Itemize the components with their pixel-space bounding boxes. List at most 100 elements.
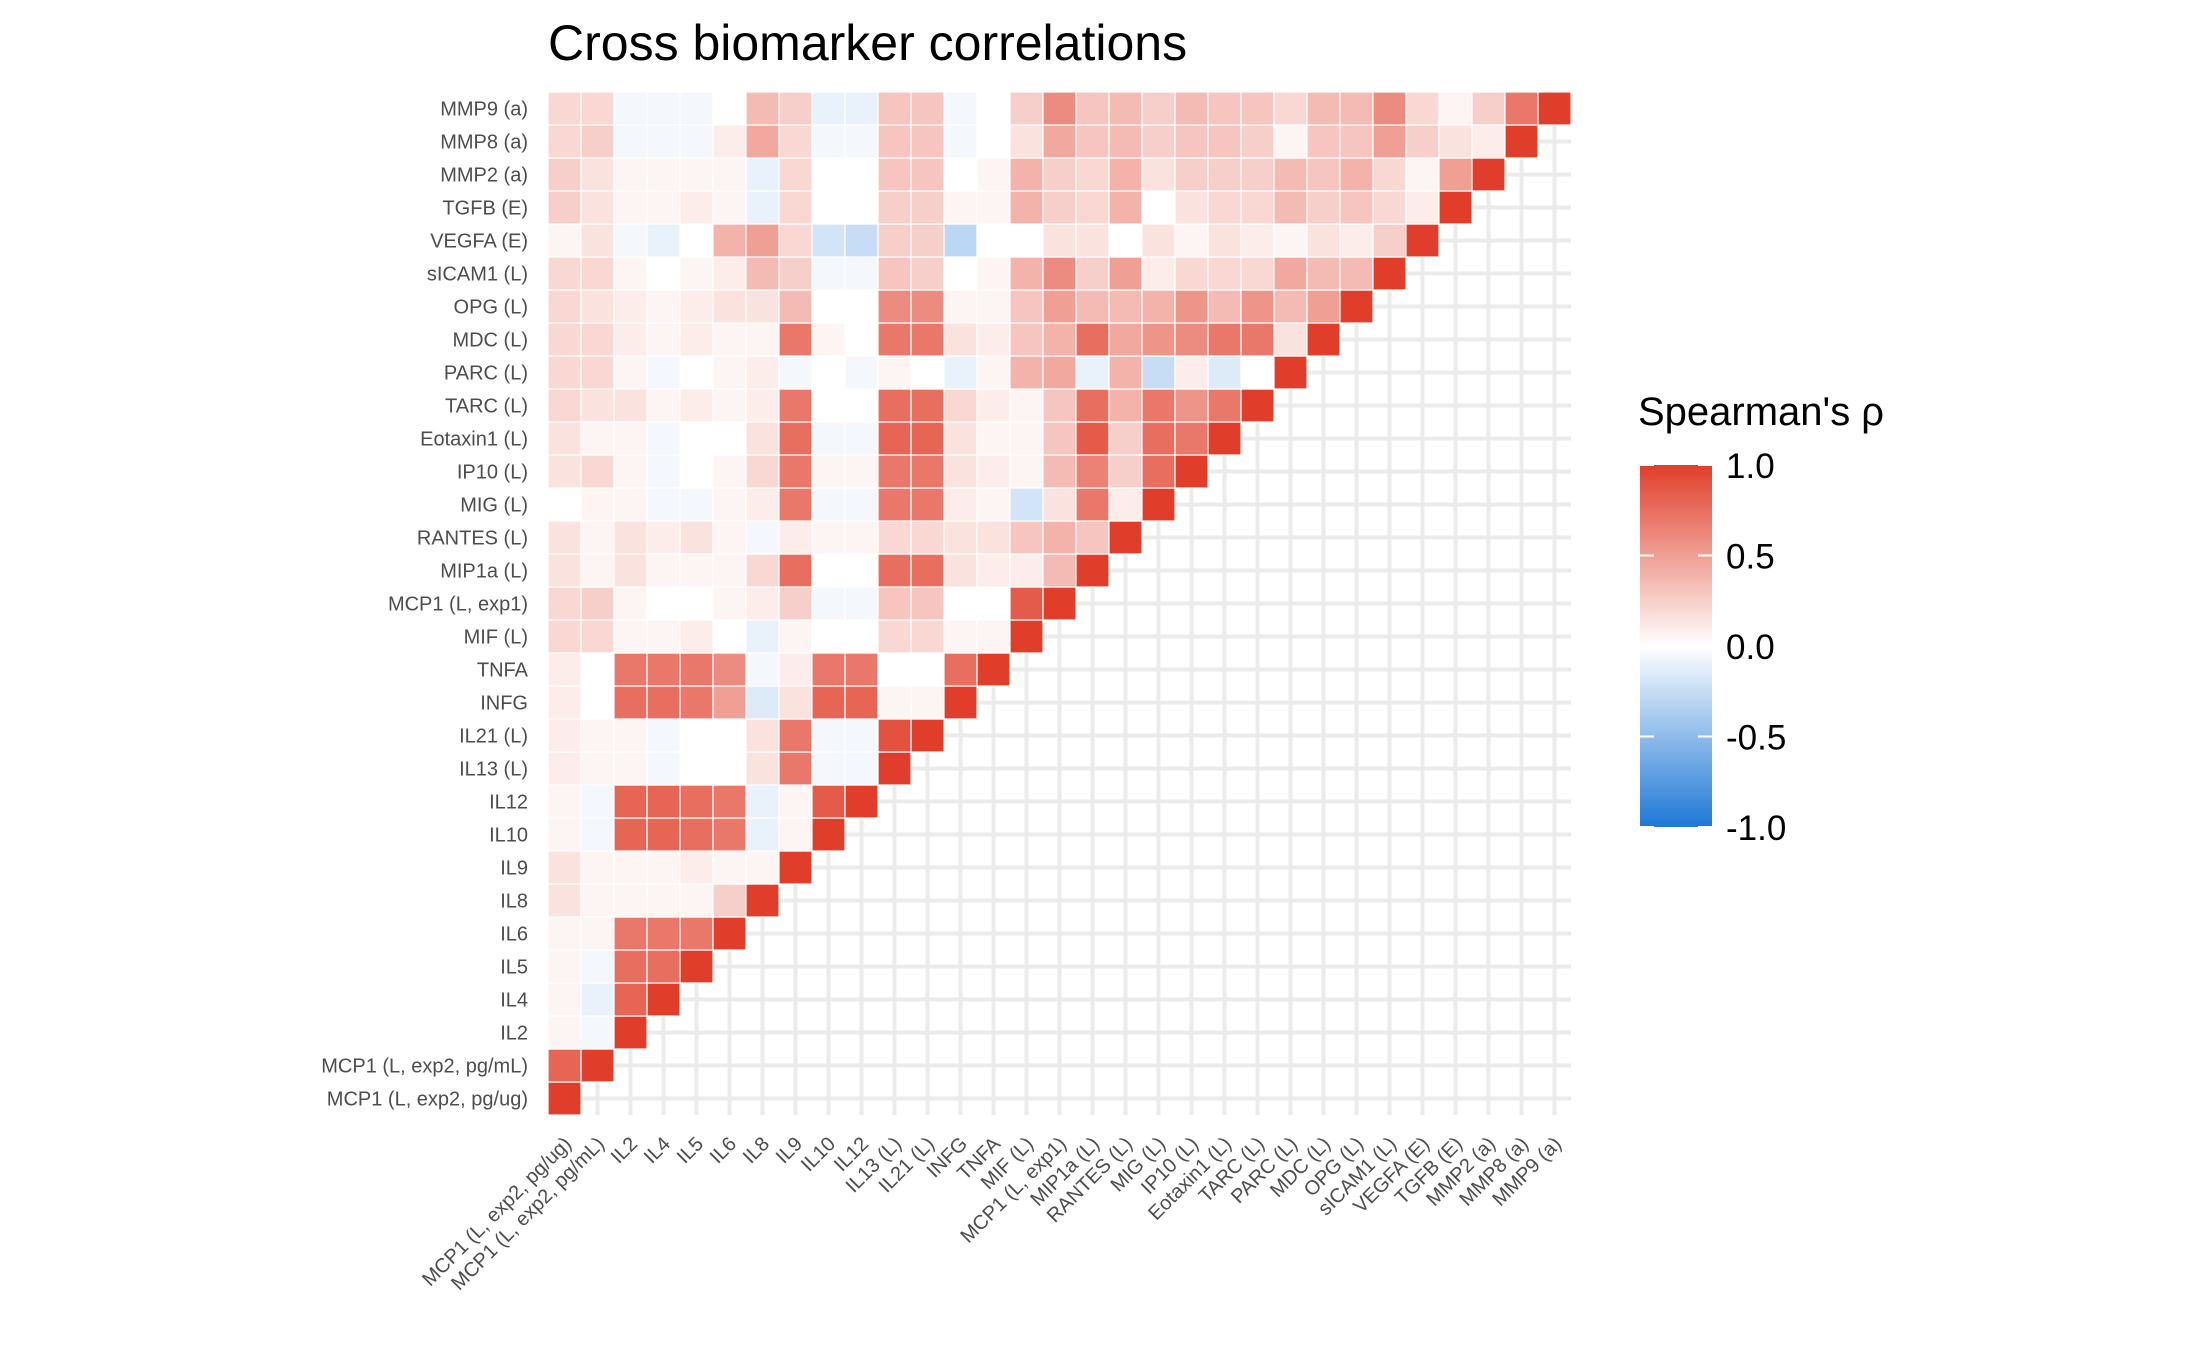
y-tick-label: IP10 (L) — [457, 462, 528, 484]
heatmap-cell — [745, 619, 780, 654]
y-tick-label: IL9 — [500, 858, 528, 880]
heatmap-cell — [844, 520, 879, 555]
heatmap-cell — [1141, 487, 1176, 522]
heatmap-cell — [1339, 91, 1374, 126]
heatmap-cell — [580, 1048, 615, 1083]
heatmap-cell — [1141, 289, 1176, 324]
heatmap-cell — [778, 223, 813, 258]
heatmap-cell — [679, 949, 714, 984]
heatmap-cell — [1240, 91, 1275, 126]
heatmap-cell — [943, 388, 978, 423]
y-tick-label: TNFA — [477, 660, 529, 682]
heatmap-cell — [811, 124, 846, 159]
y-tick-label: MCP1 (L, exp2, pg/mL) — [321, 1056, 528, 1078]
heatmap-cell — [613, 157, 648, 192]
heatmap-cell — [1339, 289, 1374, 324]
heatmap-cell — [679, 124, 714, 159]
heatmap-cell — [844, 553, 879, 588]
heatmap-cell — [1306, 322, 1341, 357]
heatmap-cell — [547, 289, 582, 324]
heatmap-cell — [1174, 190, 1209, 225]
heatmap-cell — [811, 652, 846, 687]
heatmap-cell — [613, 487, 648, 522]
heatmap-cell — [1207, 421, 1242, 456]
y-tick-label: IL10 — [489, 825, 528, 847]
y-tick-labels: MCP1 (L, exp2, pg/ug) MCP1 (L, exp2, pg/m… — [321, 99, 528, 1111]
heatmap-cell — [580, 289, 615, 324]
heatmap-cell — [943, 652, 978, 687]
heatmap-cell — [1141, 91, 1176, 126]
heatmap-cell — [1108, 388, 1143, 423]
heatmap-cell — [613, 421, 648, 456]
heatmap-cell — [1108, 124, 1143, 159]
heatmap-cell — [976, 520, 1011, 555]
heatmap-cell — [1075, 190, 1110, 225]
heatmap-cell — [1042, 124, 1077, 159]
heatmap-cell — [976, 586, 1011, 621]
heatmap-cell — [1372, 91, 1407, 126]
heatmap-cell — [613, 949, 648, 984]
heatmap-cell — [580, 256, 615, 291]
heatmap-cell — [1042, 487, 1077, 522]
legend-tick-label: 1.0 — [1726, 447, 1775, 486]
heatmap-cell — [943, 256, 978, 291]
heatmap-cell — [745, 190, 780, 225]
heatmap-cell — [745, 520, 780, 555]
heatmap-cell — [1273, 256, 1308, 291]
heatmap-cell — [844, 718, 879, 753]
y-tick-label: IL5 — [500, 957, 528, 979]
heatmap-cell — [1174, 157, 1209, 192]
heatmap-cell — [877, 322, 912, 357]
heatmap-cell — [613, 190, 648, 225]
heatmap-cell — [712, 190, 747, 225]
heatmap-cell — [1207, 157, 1242, 192]
heatmap-cell — [1075, 553, 1110, 588]
x-tick-label: IL8 — [739, 1133, 774, 1168]
heatmap-cell — [778, 91, 813, 126]
heatmap-cell — [844, 784, 879, 819]
heatmap-cell — [646, 718, 681, 753]
heatmap-cell — [1108, 487, 1143, 522]
heatmap-cell — [844, 388, 879, 423]
heatmap-cell — [580, 1015, 615, 1050]
heatmap-cell — [580, 520, 615, 555]
heatmap-cell — [1009, 388, 1044, 423]
heatmap-cell — [1009, 157, 1044, 192]
heatmap-cell — [679, 520, 714, 555]
heatmap-cell — [646, 883, 681, 918]
heatmap-cell — [1405, 223, 1440, 258]
heatmap-cell — [580, 751, 615, 786]
heatmap-cell — [1273, 322, 1308, 357]
heatmap-cell — [976, 388, 1011, 423]
heatmap-cell — [679, 256, 714, 291]
heatmap-cell — [1042, 157, 1077, 192]
heatmap-cell — [580, 454, 615, 489]
heatmap-cell — [910, 124, 945, 159]
heatmap-cell — [811, 289, 846, 324]
heatmap-cell — [580, 850, 615, 885]
heatmap-cell — [547, 619, 582, 654]
heatmap-cell — [811, 223, 846, 258]
heatmap-cell — [1141, 256, 1176, 291]
heatmap-cell — [778, 652, 813, 687]
heatmap-cell — [712, 487, 747, 522]
heatmap-cell — [943, 322, 978, 357]
y-tick-label: IL8 — [500, 891, 528, 913]
heatmap-cell — [712, 685, 747, 720]
heatmap-cell — [547, 949, 582, 984]
legend-tick-label: -0.5 — [1726, 719, 1786, 758]
heatmap-cell — [547, 586, 582, 621]
heatmap-cell — [910, 718, 945, 753]
heatmap-cell — [613, 685, 648, 720]
heatmap-cell — [646, 685, 681, 720]
heatmap-cell — [745, 487, 780, 522]
heatmap-cell — [679, 817, 714, 852]
heatmap-cell — [778, 718, 813, 753]
heatmap-cell — [580, 718, 615, 753]
heatmap-cell — [811, 487, 846, 522]
heatmap-cell — [1537, 91, 1572, 126]
heatmap-cell — [976, 256, 1011, 291]
heatmap-cell — [1339, 223, 1374, 258]
heatmap-cell — [877, 190, 912, 225]
heatmap-cell — [1009, 586, 1044, 621]
